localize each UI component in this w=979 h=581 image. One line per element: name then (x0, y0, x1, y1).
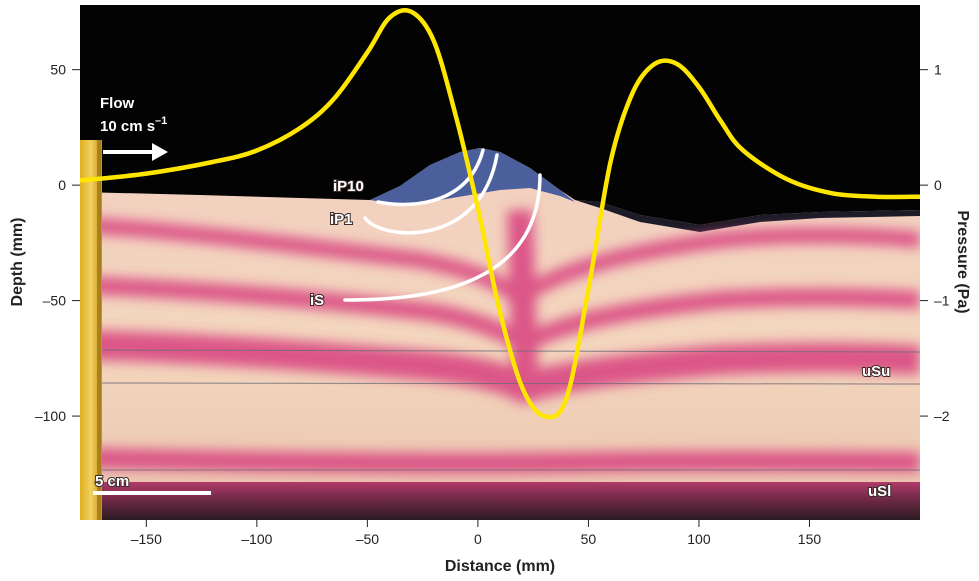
flow-speed-label: 10 cm s–1 (100, 115, 167, 135)
y-tick-label-left: –50 (43, 293, 67, 309)
x-tick-label: –100 (241, 531, 272, 547)
y-tick-label-left: –100 (35, 408, 66, 424)
x-tick-label: –50 (356, 531, 380, 547)
ip1-label: iP1 (330, 211, 353, 228)
y-axis-right: 1 0 –1 –2 (920, 62, 950, 424)
dye-bands (80, 209, 920, 474)
ip10-curve (376, 148, 485, 207)
is-label: iS (310, 292, 324, 309)
x-tick-label: –150 (131, 531, 162, 547)
x-tick-label: 0 (474, 531, 482, 547)
interpretive-curves (343, 148, 542, 302)
ip1-curve (363, 153, 499, 235)
y-tick-label-right: 0 (934, 177, 942, 193)
ip10-label: iP10 (333, 178, 364, 195)
x-axis-title: Distance (mm) (445, 558, 555, 575)
usu-label: uSu (862, 363, 890, 380)
photo-background (80, 5, 920, 520)
y-tick-label-right: 1 (934, 62, 942, 78)
y-tick-label-left: 0 (58, 177, 66, 193)
ruler (80, 140, 102, 520)
y-axis-title-right: Pressure (Pa) (954, 210, 971, 313)
y-tick-label-left: 50 (50, 62, 66, 78)
y-axis-left: 50 0 –50 –100 (35, 62, 80, 424)
x-tick-label: 100 (687, 531, 711, 547)
y-tick-label-right: –1 (934, 293, 950, 309)
is-curve (343, 173, 542, 302)
x-axis: –150 –100 –50 0 50 100 150 (131, 520, 822, 547)
flow-arrow (103, 143, 168, 161)
flow-label: Flow (100, 95, 134, 112)
x-tick-label: 150 (798, 531, 822, 547)
scale-bar: 5 cm (93, 472, 211, 495)
x-tick-label: 50 (581, 531, 597, 547)
scale-bar-label: 5 cm (95, 473, 129, 490)
y-tick-label-right: –2 (934, 408, 950, 424)
usl-label: uSl (868, 483, 891, 500)
bottom-layer (80, 482, 920, 520)
y-axis-title-left: Depth (mm) (9, 218, 26, 307)
trough-surface (575, 200, 920, 232)
pressure-series-line (80, 8, 920, 420)
